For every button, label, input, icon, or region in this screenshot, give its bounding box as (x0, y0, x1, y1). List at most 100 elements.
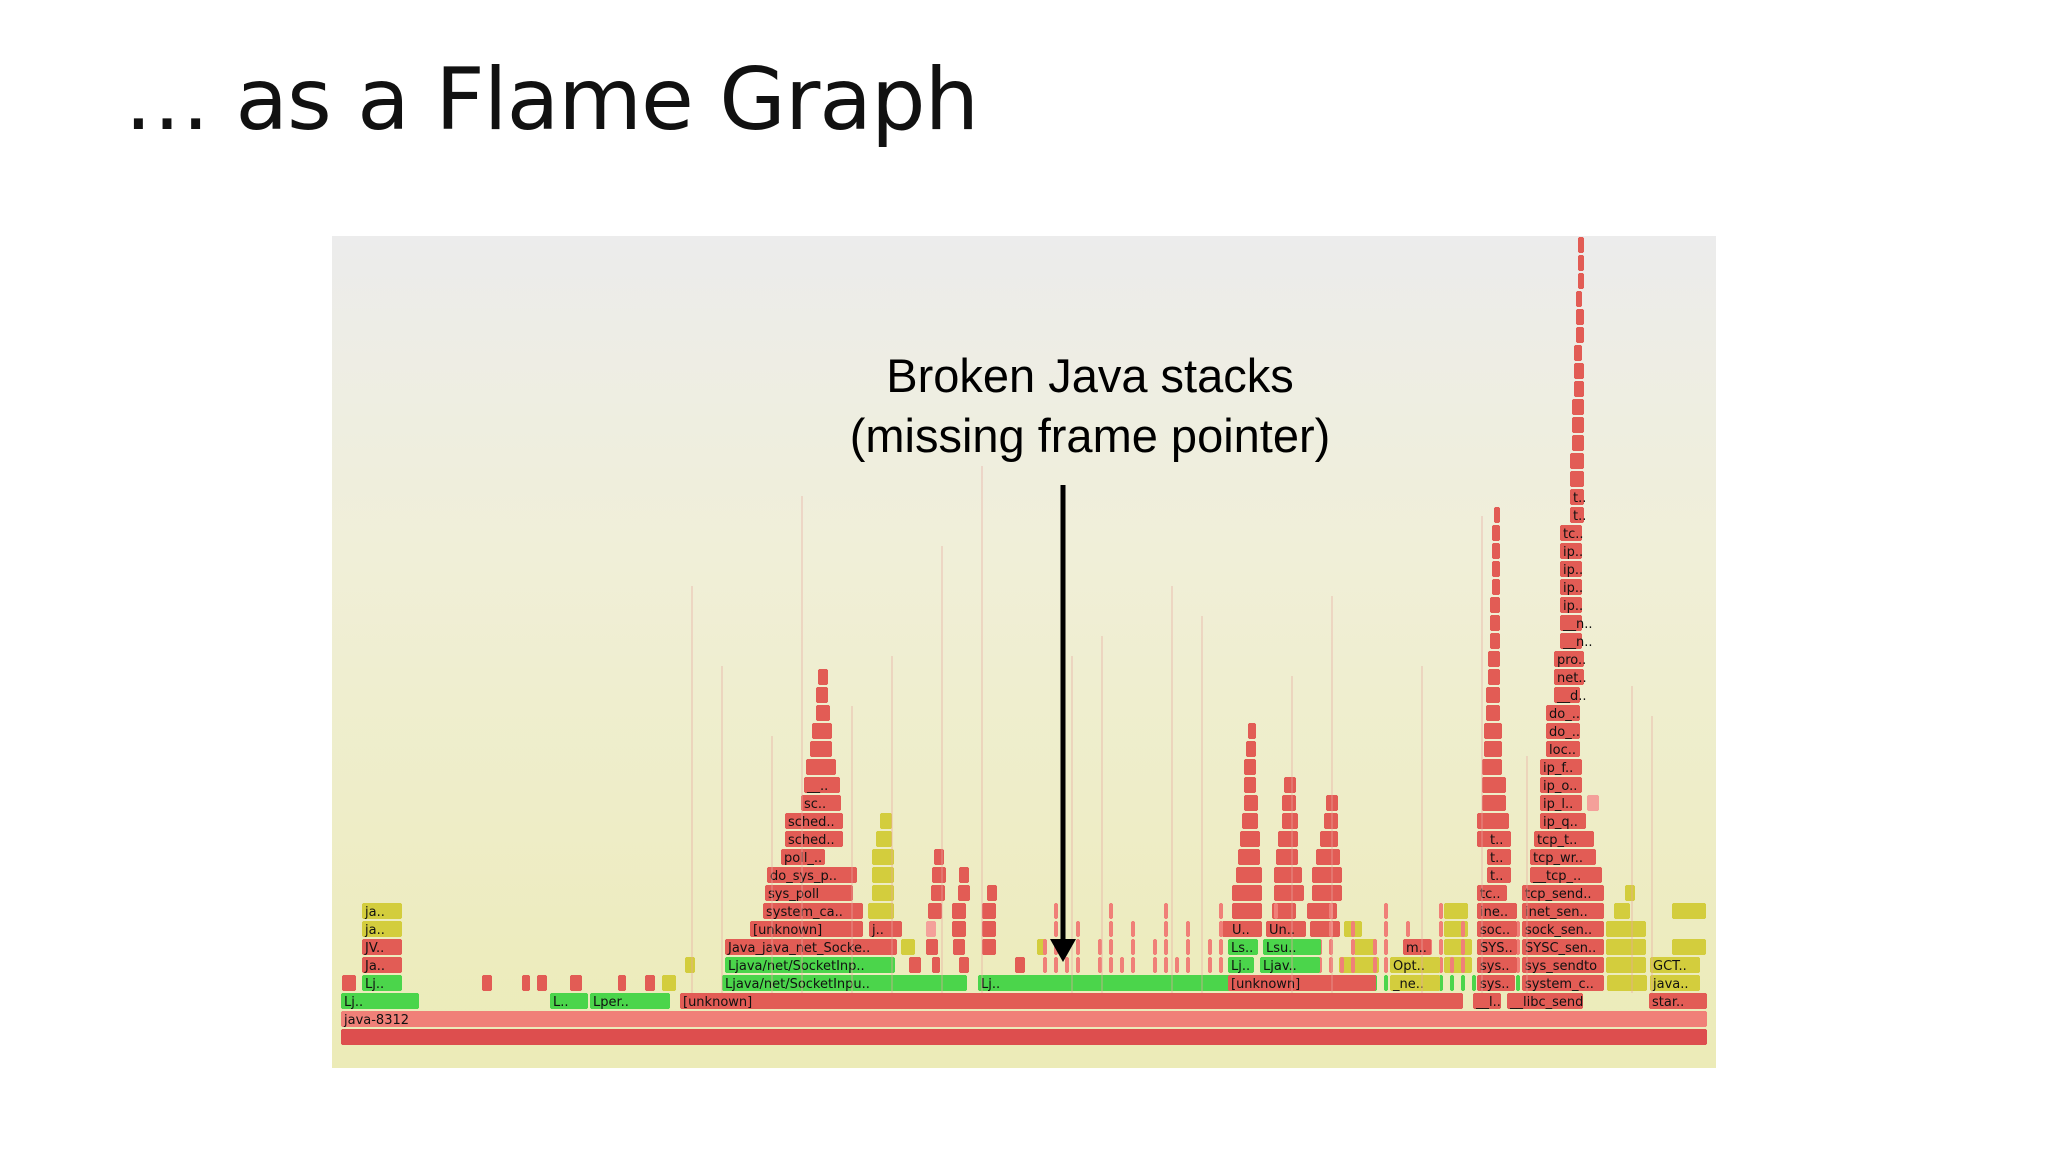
flame-frame[interactable] (1320, 831, 1338, 847)
flame-frame[interactable] (1490, 615, 1500, 631)
flame-frame[interactable] (1175, 957, 1179, 973)
flame-frame[interactable] (872, 867, 894, 883)
flame-frame[interactable] (618, 975, 626, 991)
flame-frame[interactable] (1540, 813, 1586, 829)
flame-frame[interactable] (928, 903, 942, 919)
flame-frame[interactable] (1390, 957, 1440, 973)
flame-frame[interactable] (1076, 921, 1080, 937)
flame-frame[interactable] (1522, 939, 1604, 955)
flame-frame[interactable] (362, 957, 402, 973)
flame-frame[interactable] (926, 921, 936, 937)
flame-frame[interactable] (1560, 615, 1582, 631)
flame-frame[interactable] (1240, 831, 1260, 847)
flame-frame[interactable] (1229, 921, 1257, 937)
flame-frame[interactable] (958, 885, 970, 901)
flame-frame[interactable] (1351, 921, 1355, 937)
flame-frame[interactable] (1164, 957, 1168, 973)
flame-frame[interactable] (1650, 957, 1700, 973)
flame-frame[interactable] (1572, 435, 1584, 451)
flame-frame[interactable] (876, 831, 892, 847)
flame-frame[interactable] (1098, 939, 1102, 955)
flame-frame[interactable] (1587, 795, 1599, 811)
flame-frame[interactable] (1540, 795, 1582, 811)
flame-frame[interactable] (1244, 777, 1256, 793)
flame-frame[interactable] (1266, 921, 1306, 937)
flame-frame[interactable] (1461, 975, 1465, 991)
flame-frame[interactable] (801, 795, 841, 811)
flame-frame[interactable] (1219, 903, 1223, 919)
flame-frame[interactable] (1439, 921, 1443, 937)
flame-frame[interactable] (1278, 831, 1298, 847)
flame-frame[interactable] (785, 813, 843, 829)
flame-frame[interactable] (362, 903, 402, 919)
flame-frame[interactable] (1578, 255, 1584, 271)
flame-frame[interactable] (1487, 849, 1511, 865)
flame-frame[interactable] (1109, 957, 1113, 973)
flame-frame[interactable] (1248, 723, 1256, 739)
flame-frame[interactable] (1384, 975, 1388, 991)
flame-frame[interactable] (1403, 939, 1431, 955)
flame-frame[interactable] (880, 813, 892, 829)
flame-frame[interactable] (1492, 525, 1500, 541)
flame-frame[interactable] (1477, 903, 1517, 919)
flame-frame[interactable] (953, 939, 965, 955)
flame-frame[interactable] (978, 975, 1268, 991)
flame-frame[interactable] (362, 939, 402, 955)
flame-frame[interactable] (1244, 795, 1258, 811)
flame-frame[interactable] (818, 669, 828, 685)
flame-frame[interactable] (1354, 939, 1376, 955)
flame-frame[interactable] (781, 849, 825, 865)
flame-frame[interactable] (868, 903, 894, 919)
flame-frame[interactable] (1554, 687, 1580, 703)
flame-frame[interactable] (1546, 723, 1580, 739)
flame-frame[interactable] (1076, 939, 1080, 955)
flame-frame[interactable] (812, 723, 832, 739)
flame-frame[interactable] (482, 975, 492, 991)
flame-frame[interactable] (1384, 939, 1388, 955)
flame-frame[interactable] (1339, 957, 1379, 973)
flame-frame[interactable] (1054, 903, 1058, 919)
flame-frame[interactable] (1560, 543, 1582, 559)
flame-frame[interactable] (1477, 975, 1515, 991)
flame-frame[interactable] (1540, 777, 1582, 793)
flame-frame[interactable] (1576, 309, 1584, 325)
flame-frame[interactable] (1490, 597, 1500, 613)
flame-frame[interactable] (1131, 957, 1135, 973)
flame-frame[interactable] (341, 1029, 1707, 1045)
flame-frame[interactable] (1186, 921, 1190, 937)
flame-frame[interactable] (1384, 921, 1388, 937)
flame-frame[interactable] (1461, 921, 1465, 937)
flame-frame[interactable] (1578, 273, 1584, 289)
flame-frame[interactable] (722, 975, 967, 991)
flame-frame[interactable] (1390, 975, 1440, 991)
flame-frame[interactable] (1574, 363, 1584, 379)
flame-frame[interactable] (1507, 993, 1583, 1009)
flame-frame[interactable] (1546, 741, 1580, 757)
flame-frame[interactable] (1482, 795, 1506, 811)
flame-frame[interactable] (1238, 849, 1260, 865)
flame-frame[interactable] (1461, 939, 1465, 955)
flame-frame[interactable] (590, 993, 670, 1009)
flame-frame[interactable] (1578, 237, 1584, 253)
flame-frame[interactable] (1574, 381, 1584, 397)
flame-frame[interactable] (1015, 957, 1025, 973)
flame-frame[interactable] (1164, 939, 1168, 955)
flame-frame[interactable] (1522, 903, 1604, 919)
flame-frame[interactable] (1461, 957, 1465, 973)
flame-frame[interactable] (765, 885, 853, 901)
flame-frame[interactable] (1546, 705, 1580, 721)
flame-frame[interactable] (1492, 543, 1500, 559)
flame-frame[interactable] (537, 975, 547, 991)
flame-frame[interactable] (816, 705, 830, 721)
flame-frame[interactable] (763, 903, 863, 919)
flame-frame[interactable] (1131, 939, 1135, 955)
flame-frame[interactable] (1153, 957, 1157, 973)
flame-frame[interactable] (1560, 597, 1582, 613)
flame-frame[interactable] (1560, 579, 1582, 595)
flame-frame[interactable] (810, 741, 832, 757)
flame-frame[interactable] (872, 885, 894, 901)
flame-frame[interactable] (1606, 921, 1646, 937)
flame-frame[interactable] (1043, 939, 1047, 955)
flame-frame[interactable] (1164, 921, 1168, 937)
flame-frame[interactable] (1274, 867, 1302, 883)
